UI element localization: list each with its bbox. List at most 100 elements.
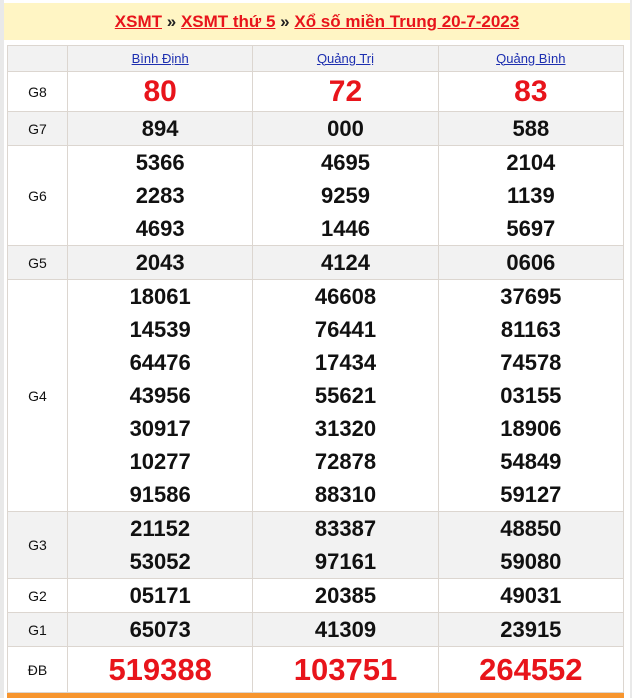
breadcrumb: XSMT » XSMT thứ 5 » Xổ số miền Trung 20-… <box>4 3 630 40</box>
prize-cell: 18061 14539 64476 43956 30917 10277 91586 <box>66 279 254 512</box>
prize-number: 519388 <box>108 651 212 687</box>
prize-cell: 519388 <box>66 646 254 693</box>
prize-number: 000 <box>327 116 364 141</box>
prize-row-g2: G2 05171 20385 49031 <box>7 578 625 613</box>
prize-cell: 000 <box>252 111 439 146</box>
prize-cell: 80 <box>66 71 254 112</box>
prize-row-g1: G1 65073 41309 23915 <box>7 612 625 647</box>
prize-number: 30917 <box>129 416 191 441</box>
prize-row-g5: G5 2043 4124 0606 <box>7 245 625 280</box>
prize-number: 46608 <box>314 284 377 309</box>
prize-number: 88310 <box>314 482 377 507</box>
prize-cell: 20385 <box>252 578 439 613</box>
prize-number: 894 <box>141 116 179 141</box>
prize-number: 48850 <box>500 516 562 541</box>
prize-number: 72 <box>328 74 363 108</box>
prize-number: 4695 <box>321 150 370 175</box>
prize-cell: 37695 81163 74578 03155 18906 54849 59127 <box>437 279 625 512</box>
prize-cell: 588 <box>437 111 625 146</box>
prize-label: G8 <box>7 71 68 112</box>
prize-cell: 65073 <box>66 612 254 647</box>
prize-cell: 103751 <box>252 646 439 693</box>
bottom-accent-bar <box>7 693 624 698</box>
prize-number: 14539 <box>129 317 191 342</box>
prize-cell: 23915 <box>437 612 625 647</box>
prize-number: 1446 <box>321 216 370 241</box>
prize-number: 0606 <box>506 250 556 275</box>
prize-cell: 41309 <box>252 612 439 647</box>
prize-number: 97161 <box>314 549 377 574</box>
prize-number: 17434 <box>314 350 377 375</box>
prize-number: 5366 <box>135 150 185 175</box>
prize-number: 74578 <box>500 350 562 375</box>
prize-number: 59080 <box>500 549 562 574</box>
prize-number: 83387 <box>314 516 377 541</box>
prize-row-g3: G3 21152 53052 83387 97161 48850 59080 <box>7 511 625 579</box>
prize-number: 4693 <box>135 216 185 241</box>
prize-cell: 0606 <box>437 245 625 280</box>
results-table: Bình Định Quảng Trị Quảng Bình G8 80 72 83 G… <box>7 45 625 693</box>
prize-number: 80 <box>143 74 177 108</box>
prize-cell: 48850 59080 <box>437 511 625 579</box>
prize-cell: 46608 76441 17434 55621 31320 72878 88310 <box>252 279 439 512</box>
prize-number: 91586 <box>129 482 191 507</box>
prize-row-g4: G4 18061 14539 64476 43956 30917 10277 91586 466… <box>7 279 625 512</box>
prize-number: 03155 <box>500 383 562 408</box>
prize-number: 103751 <box>293 651 398 687</box>
prize-number: 5697 <box>506 216 556 241</box>
prize-number: 81163 <box>500 317 561 342</box>
prize-number: 54849 <box>500 449 562 474</box>
prize-number: 59127 <box>500 482 562 507</box>
prize-cell: 264552 <box>437 646 625 693</box>
prize-label: G6 <box>7 145 68 246</box>
prize-number: 18061 <box>129 284 191 309</box>
header-province-cell: Quảng Trị <box>252 45 439 72</box>
prize-label: G2 <box>7 578 68 613</box>
prize-number: 588 <box>512 116 550 141</box>
prize-number: 2104 <box>506 150 556 175</box>
prize-cell: 4695 9259 1446 <box>252 145 439 246</box>
prize-label: G4 <box>7 279 68 512</box>
breadcrumb-link-xsmt-thu-5[interactable]: XSMT thứ 5 <box>180 12 276 31</box>
breadcrumb-link-current-date[interactable]: Xổ số miền Trung 20-7-2023 <box>294 12 520 31</box>
prize-cell: 894 <box>66 111 254 146</box>
prize-cell: 72 <box>252 71 439 112</box>
prize-number: 05171 <box>129 583 191 608</box>
prize-cell: 83387 97161 <box>252 511 439 579</box>
prize-number: 31320 <box>314 416 377 441</box>
prize-number: 2043 <box>135 250 185 275</box>
prize-number: 83 <box>514 74 548 108</box>
prize-number: 37695 <box>500 284 562 309</box>
prize-cell: 83 <box>437 71 625 112</box>
prize-label: G3 <box>7 511 68 579</box>
prize-cell: 2043 <box>66 245 254 280</box>
prize-number: 72878 <box>314 449 377 474</box>
prize-cell: 5366 2283 4693 <box>66 145 254 246</box>
prize-label: G5 <box>7 245 68 280</box>
prize-number: 264552 <box>479 651 583 687</box>
prize-number: 21152 <box>130 516 191 541</box>
header-province-cell: Quảng Bình <box>437 45 625 72</box>
prize-row-đb: ĐB 519388 103751 264552 <box>7 646 625 693</box>
province-link-quang-binh[interactable]: Quảng Bình <box>496 50 566 66</box>
province-link-quang-tri[interactable]: Quảng Trị <box>316 50 375 66</box>
prize-number: 41309 <box>314 617 377 642</box>
prize-number: 64476 <box>129 350 191 375</box>
prize-number: 9259 <box>321 183 370 208</box>
prize-cell: 21152 53052 <box>66 511 254 579</box>
prize-number: 23915 <box>500 617 562 642</box>
prize-number: 1139 <box>506 183 555 208</box>
header-blank-cell <box>7 45 68 72</box>
province-link-binh-dinh[interactable]: Bình Định <box>131 50 189 66</box>
header-province-cell: Bình Định <box>66 45 254 72</box>
prize-number: 76441 <box>314 317 377 342</box>
prize-cell: 2104 1139 5697 <box>437 145 625 246</box>
prize-row-g6: G6 5366 2283 4693 4695 9259 1446 2104 1139 5697 <box>7 145 625 246</box>
prize-number: 55621 <box>314 383 377 408</box>
prize-cell: 05171 <box>66 578 254 613</box>
prize-number: 53052 <box>129 549 191 574</box>
prize-number: 18906 <box>500 416 562 441</box>
prize-cell: 49031 <box>437 578 625 613</box>
breadcrumb-link-xsmt[interactable]: XSMT <box>114 12 162 31</box>
prize-label: ĐB <box>7 646 68 693</box>
